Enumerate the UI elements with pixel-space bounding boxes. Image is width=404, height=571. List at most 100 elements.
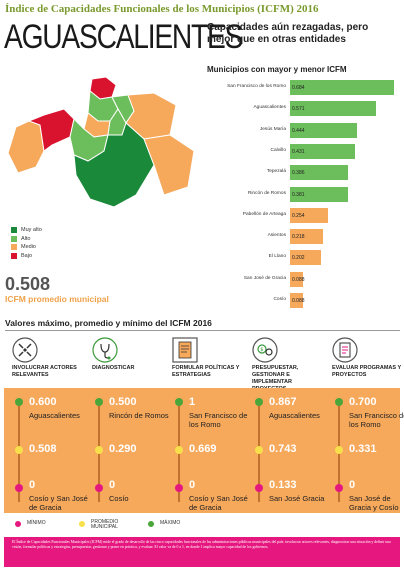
bar-row: Rincón de Romos 0.381 [200,185,400,203]
bar-value-label: 0.254 [292,212,305,219]
bar-category-label: El Llano [268,254,286,260]
bar: 0.088 [290,293,305,308]
min-dot [175,484,183,492]
dimension-label: Diagnosticar [92,365,135,371]
max-dot [15,398,23,406]
min-value: 0 [349,479,356,491]
legend-item: Bajo [11,252,42,261]
bar-chart: San Francisco de los Romo 0.684 Aguascalie… [200,78,400,313]
avg-value: 0.290 [109,443,137,455]
bar-value-label: 0.218 [292,234,305,241]
bar: 0.254 [290,207,329,223]
legend-label: Medio [21,244,36,251]
document-icon [172,337,198,363]
bar-row: San José de Gracia 0.088 [200,270,400,288]
min-value: 0.133 [269,479,297,491]
map-legend: Muy alto Alto Medio Bajo [11,226,42,260]
arrows-in-icon [12,337,38,363]
min-value: 0 [29,479,36,491]
min-marker-swatch [15,521,21,527]
marker-legend-label: Mínimo [27,520,46,526]
legend-swatch [11,244,17,251]
average-label: ICFM promedio municipal [5,294,109,304]
bar-category-label: Rincón de Romos [247,190,286,196]
max-value: 0.500 [109,396,137,408]
max-dot [255,398,263,406]
bar-value-label: 0.684 [292,85,305,91]
legend-label: Bajo [21,252,33,259]
value-column: 0.867 Aguascalientes 0.743 0.133 San Jos… [244,388,324,513]
avg-value: 0.331 [349,443,377,455]
max-value: 0.700 [349,396,377,408]
report-subtitle: Capacidades aún rezagadas, pero mejor qu… [207,22,369,45]
max-name: Rincón de Romos [109,411,169,420]
bar-row: Calvillo 0.431 [200,142,400,160]
bar-value-label: 0.202 [292,255,305,262]
avg-value: 0.743 [269,443,297,455]
bar: 0.444 [290,122,358,138]
bar-value-label: 0.088 [292,276,305,283]
marker-legend-item: Mínimo [15,520,46,527]
max-name: Aguascalientes [29,411,80,420]
bar-row: El Llano 0.202 [200,248,400,266]
bar: 0.431 [290,143,356,159]
bar: 0.088 [290,271,305,287]
dimension-label: Evaluar programas y proyectos [332,365,402,378]
min-dot [255,484,263,492]
max-dot [175,398,183,406]
bar-value-label: 0.088 [292,298,305,304]
values-panel: 0.600 Aguascalientes 0.508 0 Cosío y San… [4,388,404,513]
value-column: 0.600 Aguascalientes 0.508 0 Cosío y San… [4,388,88,513]
bar-row: Pabellón de Arteaga 0.254 [200,206,400,224]
bar-category-label: Jesús María [259,126,286,132]
min-name: Cosío [109,494,129,503]
avg-marker-swatch [79,521,85,527]
bar: 0.202 [290,250,321,266]
bar-category-label: Aguascalientes [253,105,286,111]
bar-row: San Francisco de los Romo 0.684 [200,78,400,96]
money-gears-icon: $ [252,337,278,363]
min-dot [335,484,343,492]
value-column: 0.500 Rincón de Romos 0.290 0 Cosío [84,388,169,513]
bar-value-label: 0.431 [292,148,305,155]
state-name: AGUASCALIENTES [4,18,243,56]
legend-swatch [11,235,17,242]
municipal-map [4,75,196,237]
bar: 0.218 [290,229,323,245]
min-value: 0 [109,479,116,491]
legend-item: Medio [11,243,42,252]
avg-dot [15,446,23,454]
chart-title: Municipios con mayor y menor ICFM [207,65,347,74]
stethoscope-icon [92,337,118,363]
max-value: 1 [189,396,196,408]
min-name: Cosío y San José de Gracia [189,494,248,512]
bar-category-label: Tepezalá [266,169,286,175]
footnote: El Índice de Capacidades Funcionales Mun… [4,537,400,567]
min-dot [15,484,23,492]
bar-category-label: Cosío [273,297,286,302]
max-dot [95,398,103,406]
max-value: 0.867 [269,396,297,408]
dimension-label: Formular políticas y estrategias [172,365,240,378]
bar-category-label: Asientos [267,233,286,239]
bar: 0.684 [290,80,394,95]
bar-value-label: 0.571 [292,106,305,113]
dimension-label: Involucrar actores relevantes [12,365,77,378]
bar-category-label: San José de Gracia [243,275,286,281]
marker-legend-label: Máximo [160,520,181,526]
max-name: San Francisco de los Romo [349,411,404,429]
bar-row: Jesús María 0.444 [200,121,400,139]
bar-row: Cosío 0.088 [200,291,400,309]
map-svg [7,76,195,208]
marker-legend-item: Máximo [148,520,180,527]
min-value: 0 [189,479,196,491]
max-marker-swatch [148,521,154,527]
max-value: 0.600 [29,396,57,408]
marker-legend: Mínimo Promedio municipal Máximo [15,520,404,534]
legend-swatch [11,252,17,259]
bar-row: Tepezalá 0.386 [200,163,400,181]
average-value: 0.508 [5,274,51,294]
min-name: San José de Gracia y Cosío [349,494,399,512]
avg-value: 0.669 [189,443,217,455]
max-name: Aguascalientes [269,411,320,420]
